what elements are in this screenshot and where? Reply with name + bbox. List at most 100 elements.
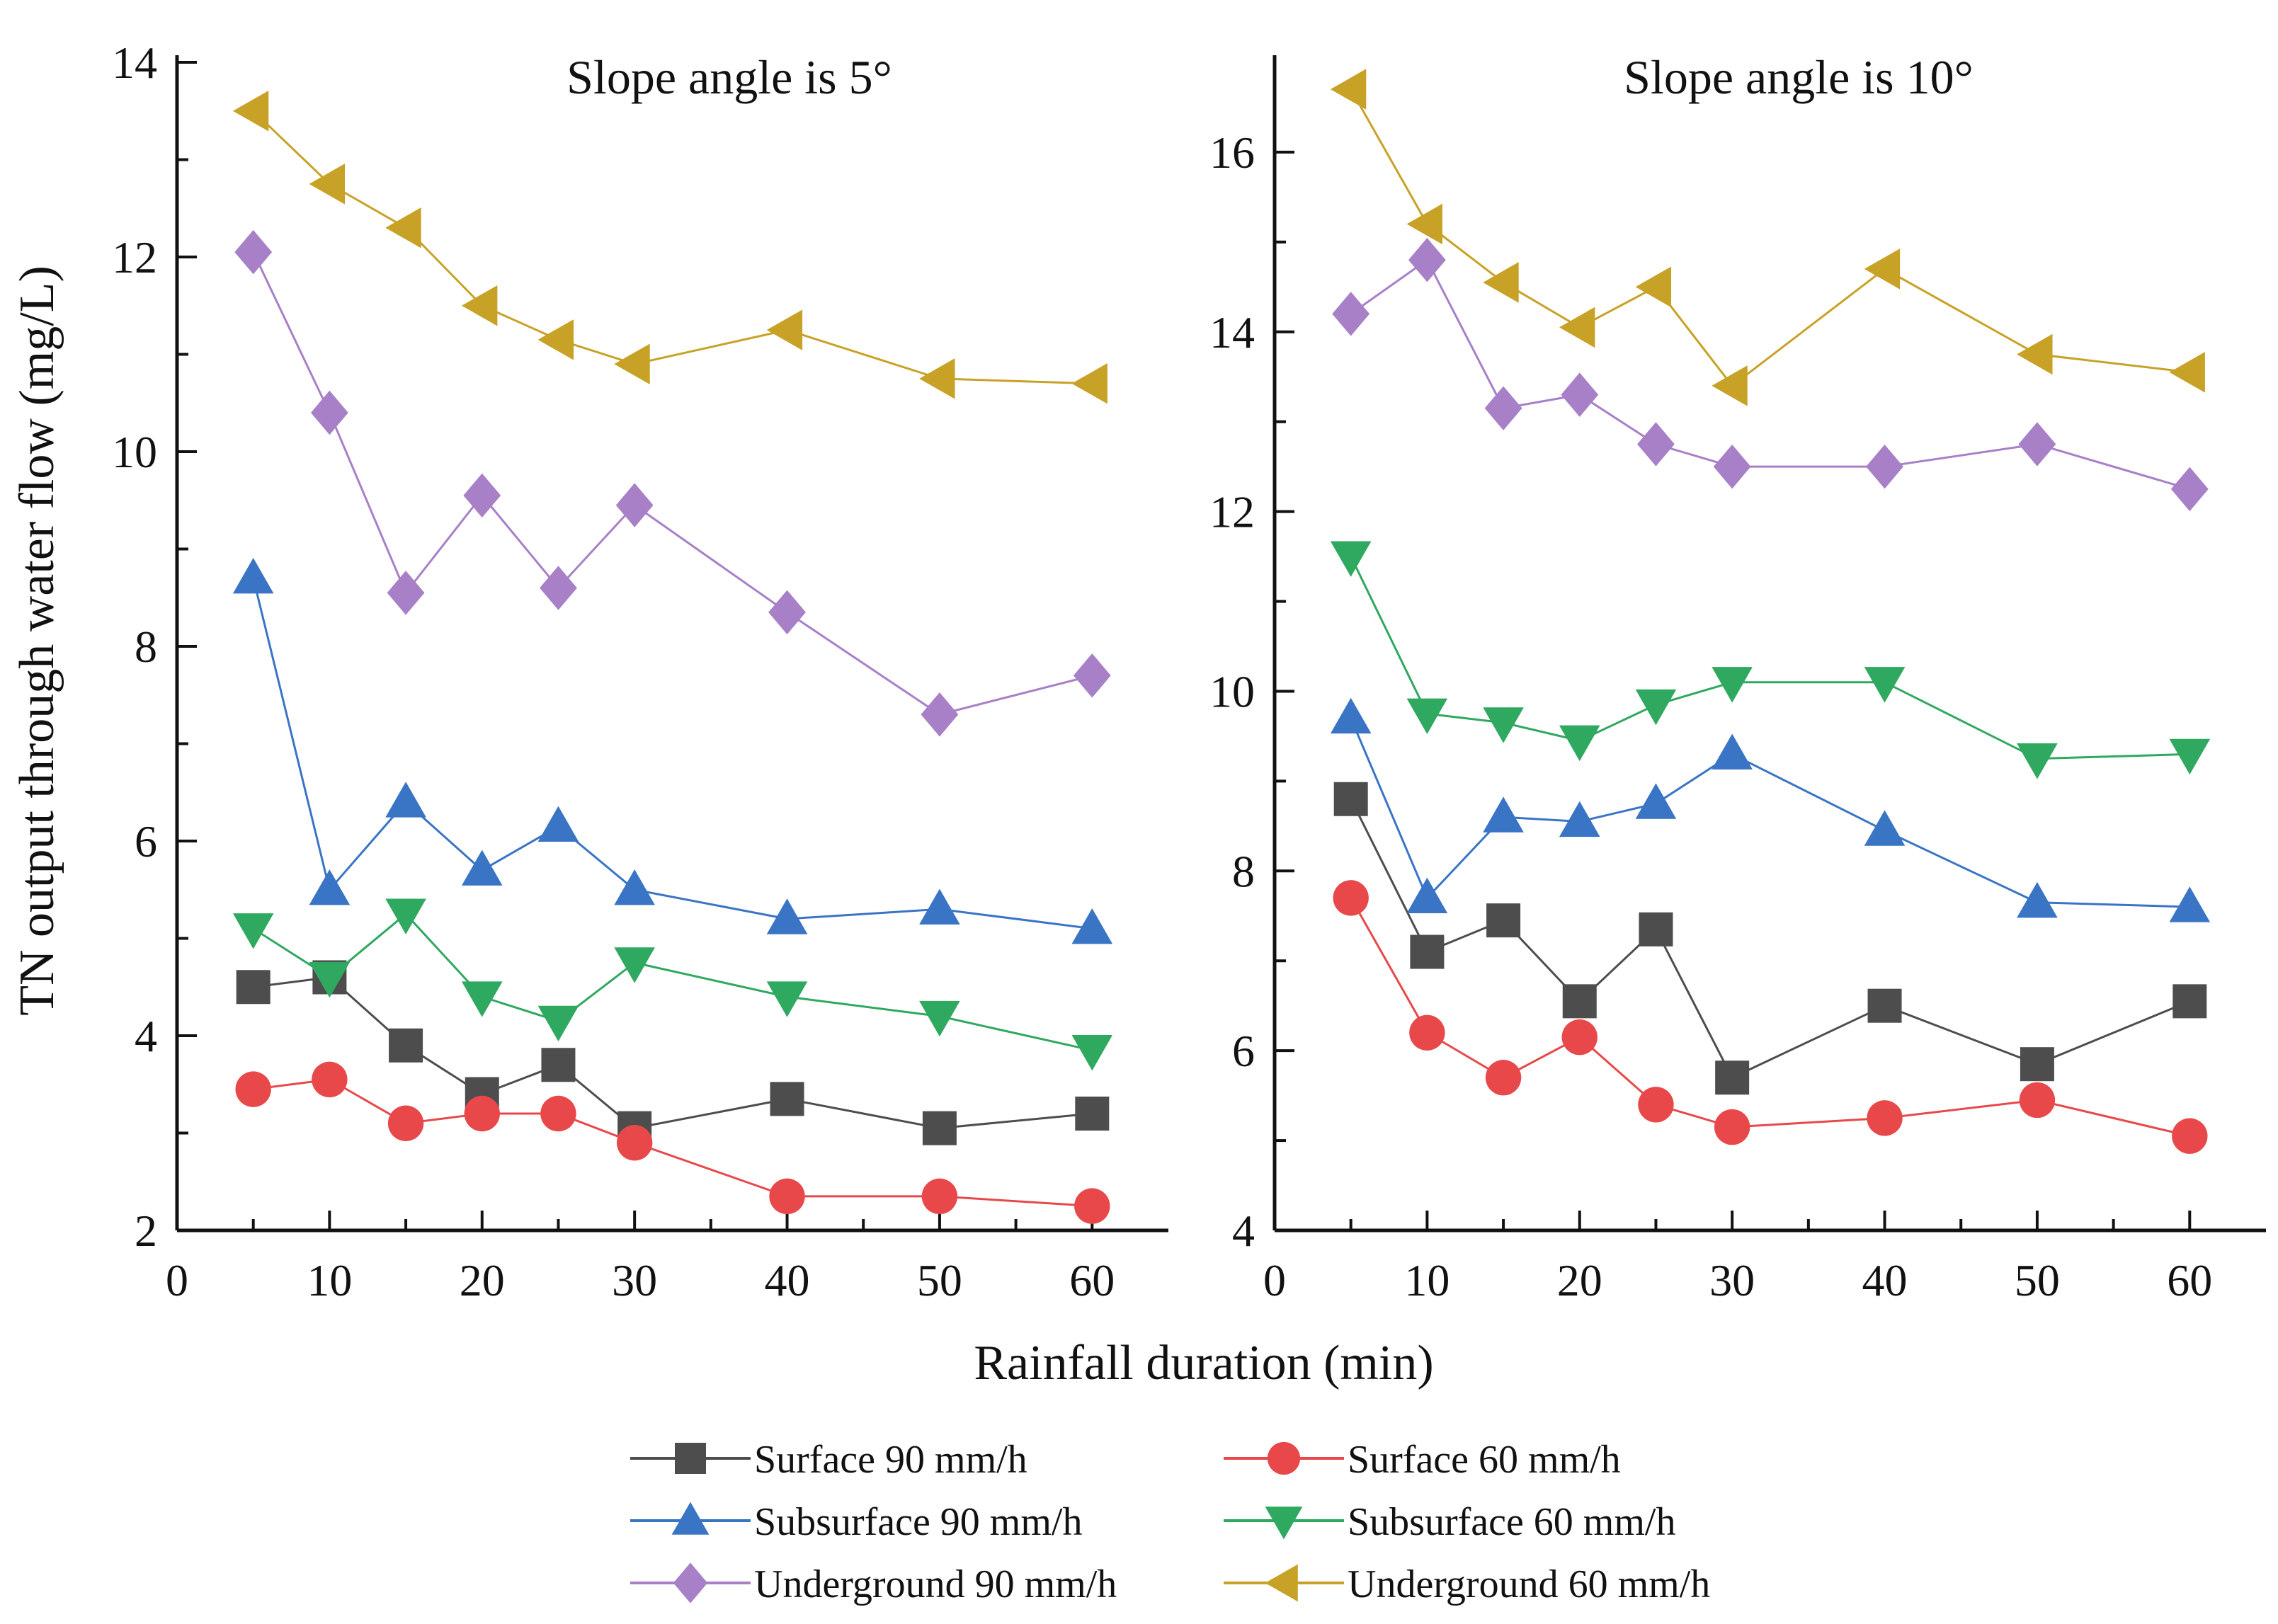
data-point-subsurface90 (614, 869, 655, 905)
data-point-underground60 (2169, 352, 2205, 393)
data-point-surface60 (540, 1095, 576, 1132)
legend-label: Surface 90 mm/h (754, 1438, 1027, 1482)
data-point-surface90 (236, 970, 270, 1005)
data-point-subsurface60 (766, 981, 808, 1017)
legend-marker (675, 1443, 706, 1474)
data-point-subsurface60 (2169, 738, 2211, 775)
x-tick-label: 50 (917, 1255, 962, 1305)
series-subsurface60 (232, 898, 1113, 1071)
data-point-surface60 (1409, 1014, 1445, 1051)
data-point-underground60 (537, 319, 574, 360)
x-tick-label: 10 (1404, 1255, 1450, 1305)
data-point-underground90 (1561, 372, 1599, 417)
data-point-underground60 (1635, 266, 1672, 308)
data-point-subsurface60 (461, 981, 503, 1017)
data-point-subsurface90 (2169, 886, 2211, 922)
data-point-underground60 (2017, 333, 2053, 375)
data-point-underground90 (540, 566, 577, 610)
x-axis-title: Rainfall duration (min) (974, 1336, 1433, 1390)
panel-slope-5: 2 4 6 8 10 12 14 0 10 20 30 40 50 60 Slope angle is 5° (112, 38, 1168, 1305)
panel-title: Slope angle is 5° (566, 50, 892, 104)
data-point-surface60 (921, 1178, 958, 1215)
data-point-surface90 (1867, 988, 1902, 1023)
x-tick-label: 60 (1069, 1255, 1115, 1305)
data-point-underground90 (921, 692, 959, 737)
legend-entry-subsurface60: Subsurface 60 mm/h (1224, 1500, 1675, 1544)
x-tick-label: 40 (1862, 1255, 1908, 1305)
data-point-underground60 (309, 164, 345, 205)
data-point-underground60 (919, 358, 955, 399)
data-point-surface60 (1638, 1087, 1674, 1123)
data-point-surface90 (922, 1111, 957, 1145)
data-point-underground90 (1408, 238, 1446, 282)
data-point-underground90 (1713, 444, 1751, 489)
data-point-surface60 (235, 1071, 271, 1107)
data-point-subsurface90 (1559, 801, 1600, 837)
x-tick-label: 10 (307, 1255, 352, 1305)
series-surface60 (1333, 880, 2208, 1154)
data-point-underground90 (1866, 444, 1903, 489)
data-point-surface90 (1333, 782, 1368, 816)
data-point-surface90 (770, 1082, 804, 1116)
legend-entry-underground90: Underground 90 mm/h (630, 1562, 1117, 1606)
y-tick-label: 6 (1232, 1026, 1255, 1076)
data-point-subsurface60 (614, 947, 655, 983)
x-tick-label: 0 (166, 1255, 188, 1305)
series-line-surface90 (253, 976, 1093, 1130)
y-tick-label: 8 (135, 622, 157, 672)
series-line-surface60 (253, 1078, 1093, 1208)
data-point-subsurface90 (385, 782, 426, 818)
data-point-surface90 (1562, 984, 1597, 1019)
data-point-surface60 (1561, 1019, 1598, 1056)
series-subsurface60 (1330, 541, 2211, 779)
data-point-subsurface90 (1071, 908, 1113, 944)
data-point-subsurface60 (537, 1005, 579, 1042)
y-tick-label: 14 (112, 38, 157, 88)
data-point-underground90 (234, 229, 273, 275)
data-point-surface90 (2172, 984, 2207, 1019)
series-line-subsurface60 (252, 913, 1093, 1052)
y-tick-label: 10 (1209, 666, 1255, 716)
series-underground90 (234, 229, 1111, 737)
data-point-underground90 (310, 390, 348, 435)
series-line-surface90 (1350, 799, 2190, 1080)
series-surface90 (1333, 782, 2207, 1095)
data-point-underground60 (232, 90, 269, 132)
data-point-surface60 (387, 1105, 424, 1141)
data-point-underground90 (387, 571, 425, 615)
data-point-surface60 (769, 1178, 805, 1215)
data-point-subsurface90 (232, 557, 274, 594)
data-point-underground60 (1712, 365, 1748, 406)
data-point-underground60 (1406, 203, 1442, 245)
y-tick-label: 4 (1232, 1206, 1255, 1256)
data-point-subsurface60 (1635, 689, 1677, 726)
legend-marker (1267, 1441, 1301, 1475)
x-tick-label: 40 (765, 1255, 810, 1305)
data-point-surface90 (2020, 1047, 2054, 1082)
y-tick-label: 16 (1209, 127, 1255, 178)
data-point-subsurface90 (1406, 877, 1448, 913)
data-point-subsurface90 (1483, 796, 1524, 833)
series-underground90 (1332, 238, 2209, 512)
data-point-subsurface60 (1864, 667, 1906, 703)
x-tick-label: 20 (1557, 1255, 1602, 1305)
x-tick-label: 60 (2167, 1255, 2212, 1305)
data-point-surface60 (312, 1061, 348, 1098)
legend-entry-surface60: Surface 60 mm/h (1224, 1438, 1621, 1482)
legend-entry-underground60: Underground 60 mm/h (1224, 1562, 1710, 1606)
data-point-surface60 (1074, 1188, 1110, 1224)
data-point-subsurface60 (1712, 667, 1753, 703)
series-subsurface90 (1330, 697, 2211, 922)
legend-marker (671, 1502, 710, 1535)
data-point-subsurface60 (1559, 725, 1600, 762)
data-point-underground60 (1559, 307, 1595, 348)
data-point-surface90 (541, 1048, 576, 1082)
data-point-subsurface60 (1483, 707, 1524, 743)
series-surface60 (235, 1061, 1110, 1224)
data-point-underground60 (614, 343, 650, 385)
data-point-underground90 (2170, 467, 2209, 512)
legend-label: Surface 60 mm/h (1348, 1438, 1621, 1482)
data-point-surface90 (1715, 1060, 1750, 1095)
data-point-underground90 (1637, 422, 1675, 467)
data-point-subsurface90 (1330, 697, 1372, 734)
